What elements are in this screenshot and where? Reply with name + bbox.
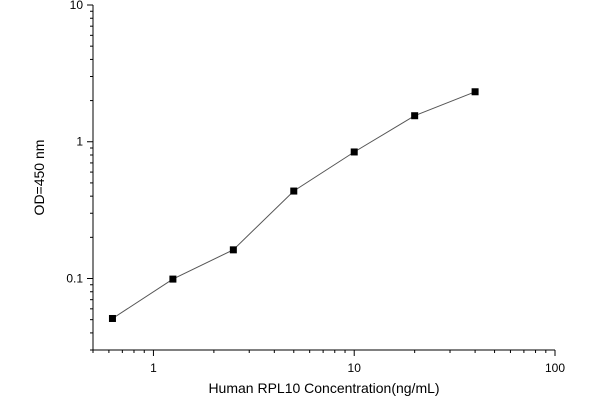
x-axis-title: Human RPL10 Concentration(ng/mL) <box>208 380 439 396</box>
plot-area <box>108 88 479 322</box>
y-ticks: 0.1 1 10 <box>66 0 93 351</box>
y-tick-label: 1 <box>76 135 83 149</box>
data-point <box>290 187 298 195</box>
y-tick-label: 0.1 <box>66 271 83 285</box>
data-point <box>169 275 177 283</box>
y-axis-title: OD=450 nm <box>31 140 47 216</box>
axes: 1 10 100 0.1 1 10 <box>66 0 565 375</box>
x-ticks: 1 10 100 <box>92 350 565 375</box>
x-tick-label: 1 <box>150 361 157 375</box>
y-tick-label: 10 <box>70 0 84 12</box>
x-tick-label: 10 <box>348 361 362 375</box>
data-point <box>108 314 116 322</box>
x-tick-label: 100 <box>545 361 565 375</box>
data-point <box>229 246 237 254</box>
data-point <box>350 148 358 156</box>
data-point <box>471 88 479 96</box>
series-line <box>112 91 476 319</box>
data-point <box>411 112 419 120</box>
